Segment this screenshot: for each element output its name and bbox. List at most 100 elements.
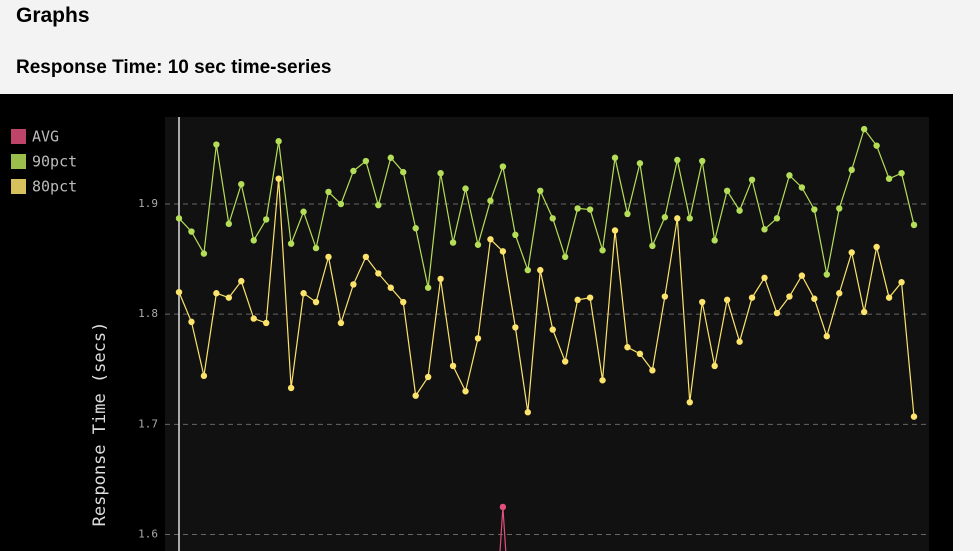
data-point — [686, 215, 693, 222]
data-point — [848, 249, 855, 256]
data-point — [561, 358, 569, 365]
data-point — [512, 324, 519, 331]
data-point — [400, 298, 407, 306]
data-point — [611, 227, 619, 234]
data-point — [649, 242, 656, 250]
data-point — [823, 271, 830, 278]
data-point — [624, 344, 631, 351]
data-point — [537, 187, 544, 195]
data-point — [773, 309, 781, 317]
data-point — [387, 284, 394, 291]
y-axis-label: Response Time (secs) — [90, 322, 110, 527]
data-point — [836, 290, 843, 297]
data-point — [586, 294, 594, 301]
data-point — [699, 298, 706, 306]
data-point — [499, 248, 507, 255]
y-tick-label: 1.6 — [138, 527, 158, 540]
data-point — [449, 362, 457, 370]
data-point — [449, 239, 457, 246]
data-point — [287, 240, 295, 247]
data-point — [275, 138, 282, 145]
data-point — [723, 296, 731, 304]
data-point — [474, 335, 482, 342]
data-point — [350, 281, 357, 288]
y-tick-label: 1.9 — [138, 197, 158, 210]
legend-label: AVG — [32, 128, 59, 146]
data-point — [424, 373, 432, 381]
data-point — [499, 503, 507, 511]
data-point — [200, 250, 208, 257]
data-point — [773, 215, 781, 222]
data-point — [474, 241, 482, 248]
data-point — [524, 409, 532, 416]
data-point — [798, 272, 806, 279]
data-point — [387, 154, 394, 161]
data-point — [175, 288, 183, 296]
data-point — [225, 294, 233, 301]
data-point — [885, 175, 893, 182]
data-point — [711, 237, 718, 244]
data-point — [561, 253, 569, 261]
data-point — [910, 221, 918, 229]
data-point — [225, 220, 233, 228]
data-point — [487, 197, 494, 204]
data-point — [661, 214, 669, 221]
y-tick-label: 1.7 — [138, 417, 158, 430]
data-point — [686, 399, 693, 406]
data-point — [574, 205, 581, 212]
data-point — [325, 253, 332, 261]
data-point — [300, 290, 307, 297]
data-point — [811, 295, 818, 302]
data-point — [786, 293, 793, 300]
data-point — [437, 169, 444, 177]
data-point — [736, 338, 743, 345]
data-point — [412, 392, 419, 399]
data-point — [549, 215, 556, 222]
data-point — [537, 266, 544, 274]
data-point — [499, 163, 507, 170]
data-point — [611, 154, 619, 161]
data-point — [860, 125, 868, 133]
data-point — [175, 215, 183, 222]
data-point — [250, 315, 257, 322]
data-point — [649, 367, 656, 374]
legend-swatch — [11, 179, 26, 194]
data-point — [898, 169, 905, 177]
data-point — [574, 296, 581, 304]
data-point — [200, 372, 208, 380]
data-point — [400, 168, 407, 176]
series-line — [178, 178, 915, 417]
legend-label: 80pct — [32, 178, 77, 196]
data-point — [312, 244, 320, 252]
data-point — [524, 266, 532, 274]
data-point — [337, 319, 345, 327]
data-point — [748, 176, 756, 183]
data-point — [586, 206, 594, 213]
data-point — [624, 210, 631, 218]
data-point — [287, 384, 295, 392]
data-point — [437, 275, 444, 283]
data-point — [898, 279, 905, 286]
data-point — [823, 333, 830, 340]
data-point — [512, 231, 519, 239]
data-point — [362, 157, 370, 165]
data-point — [238, 277, 245, 285]
data-point — [188, 318, 195, 326]
data-point — [636, 350, 644, 358]
plot-area — [165, 117, 929, 551]
data-point — [910, 413, 918, 420]
data-point — [312, 298, 320, 306]
data-point — [736, 207, 743, 214]
data-point — [213, 290, 220, 297]
data-point — [674, 156, 681, 164]
data-point — [375, 201, 382, 209]
chart: Response Time (secs) 1.6 1.7 1.8 1.9 AVG 90p… — [0, 94, 953, 551]
data-point — [661, 293, 669, 300]
data-point — [873, 243, 880, 251]
data-point — [213, 141, 220, 148]
data-point — [275, 175, 282, 182]
data-point — [699, 157, 706, 165]
data-point — [337, 200, 345, 208]
data-point — [873, 142, 880, 149]
